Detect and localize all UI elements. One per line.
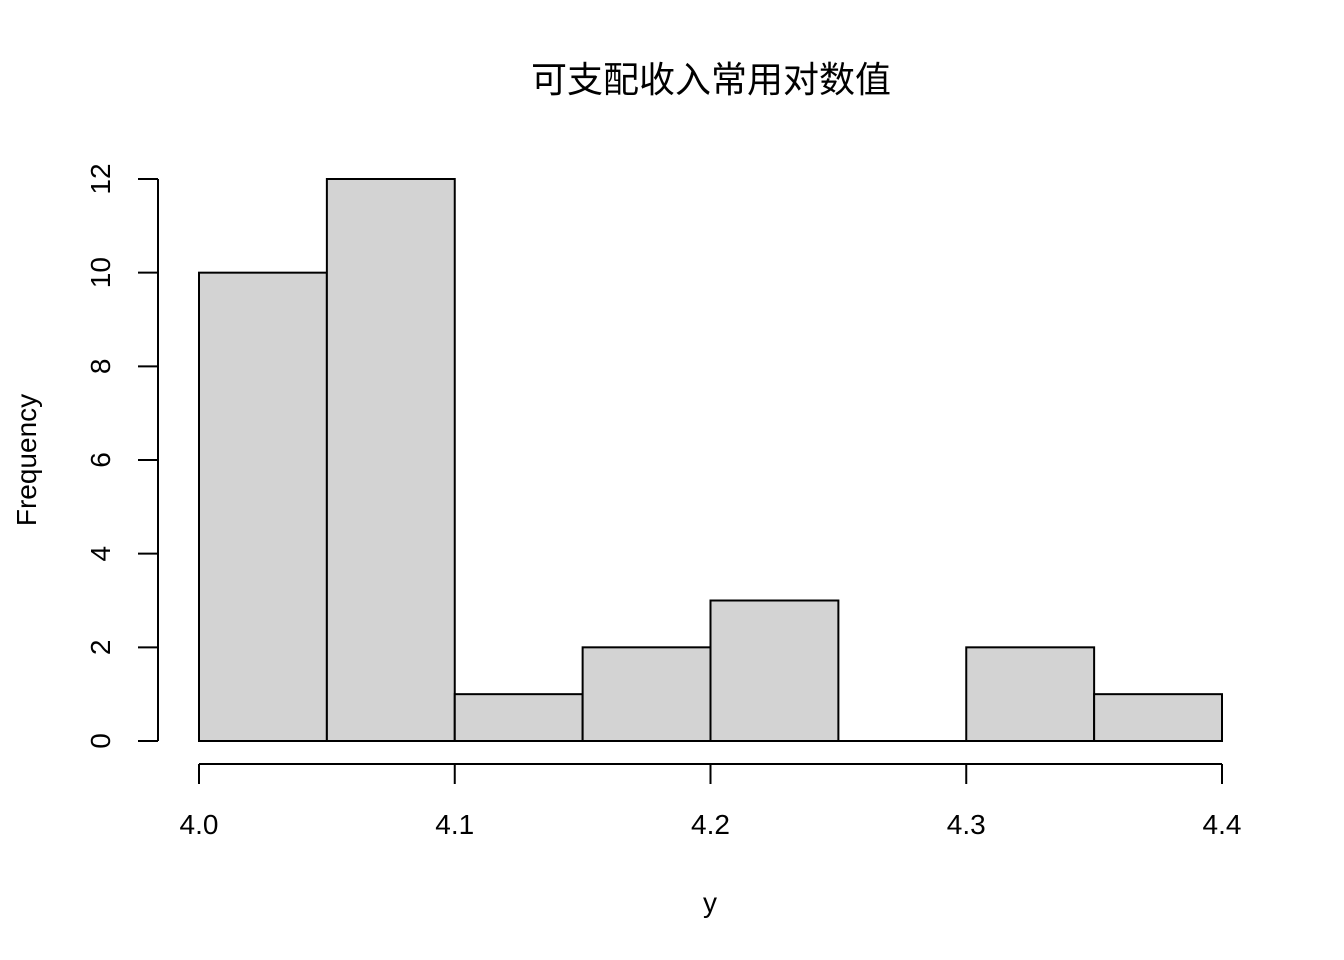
y-tick-label: 0 <box>85 733 116 749</box>
x-tick-label: 4.3 <box>947 809 986 840</box>
x-axis: 4.0 4.1 4.2 4.3 4.4 <box>180 763 1242 840</box>
y-axis-label: Frequency <box>11 394 42 526</box>
y-tick-label: 10 <box>85 257 116 288</box>
histogram-bar-7 <box>1093 693 1223 743</box>
histogram-bar-4 <box>709 599 840 742</box>
histogram-bar-2 <box>453 693 584 743</box>
x-tick-label: 4.4 <box>1203 809 1242 840</box>
chart-title: 可支配收入常用对数值 <box>531 60 891 101</box>
x-tick-label: 4.1 <box>435 809 474 840</box>
bars-group <box>198 178 1223 743</box>
histogram-bar-6 <box>965 646 1096 742</box>
y-axis: 0 2 4 6 8 10 12 <box>85 163 159 749</box>
x-axis-label: y <box>703 887 717 918</box>
y-tick-label: 8 <box>85 359 116 375</box>
y-tick-label: 6 <box>85 452 116 468</box>
y-tick-label: 2 <box>85 640 116 656</box>
x-tick-label: 4.0 <box>180 809 219 840</box>
y-tick-label: 4 <box>85 546 116 562</box>
histogram-bar-3 <box>581 646 712 742</box>
histogram-bar-1 <box>325 178 456 742</box>
histogram-bar-0 <box>198 271 328 742</box>
x-tick-label: 4.2 <box>691 809 730 840</box>
y-tick-label: 12 <box>85 163 116 194</box>
